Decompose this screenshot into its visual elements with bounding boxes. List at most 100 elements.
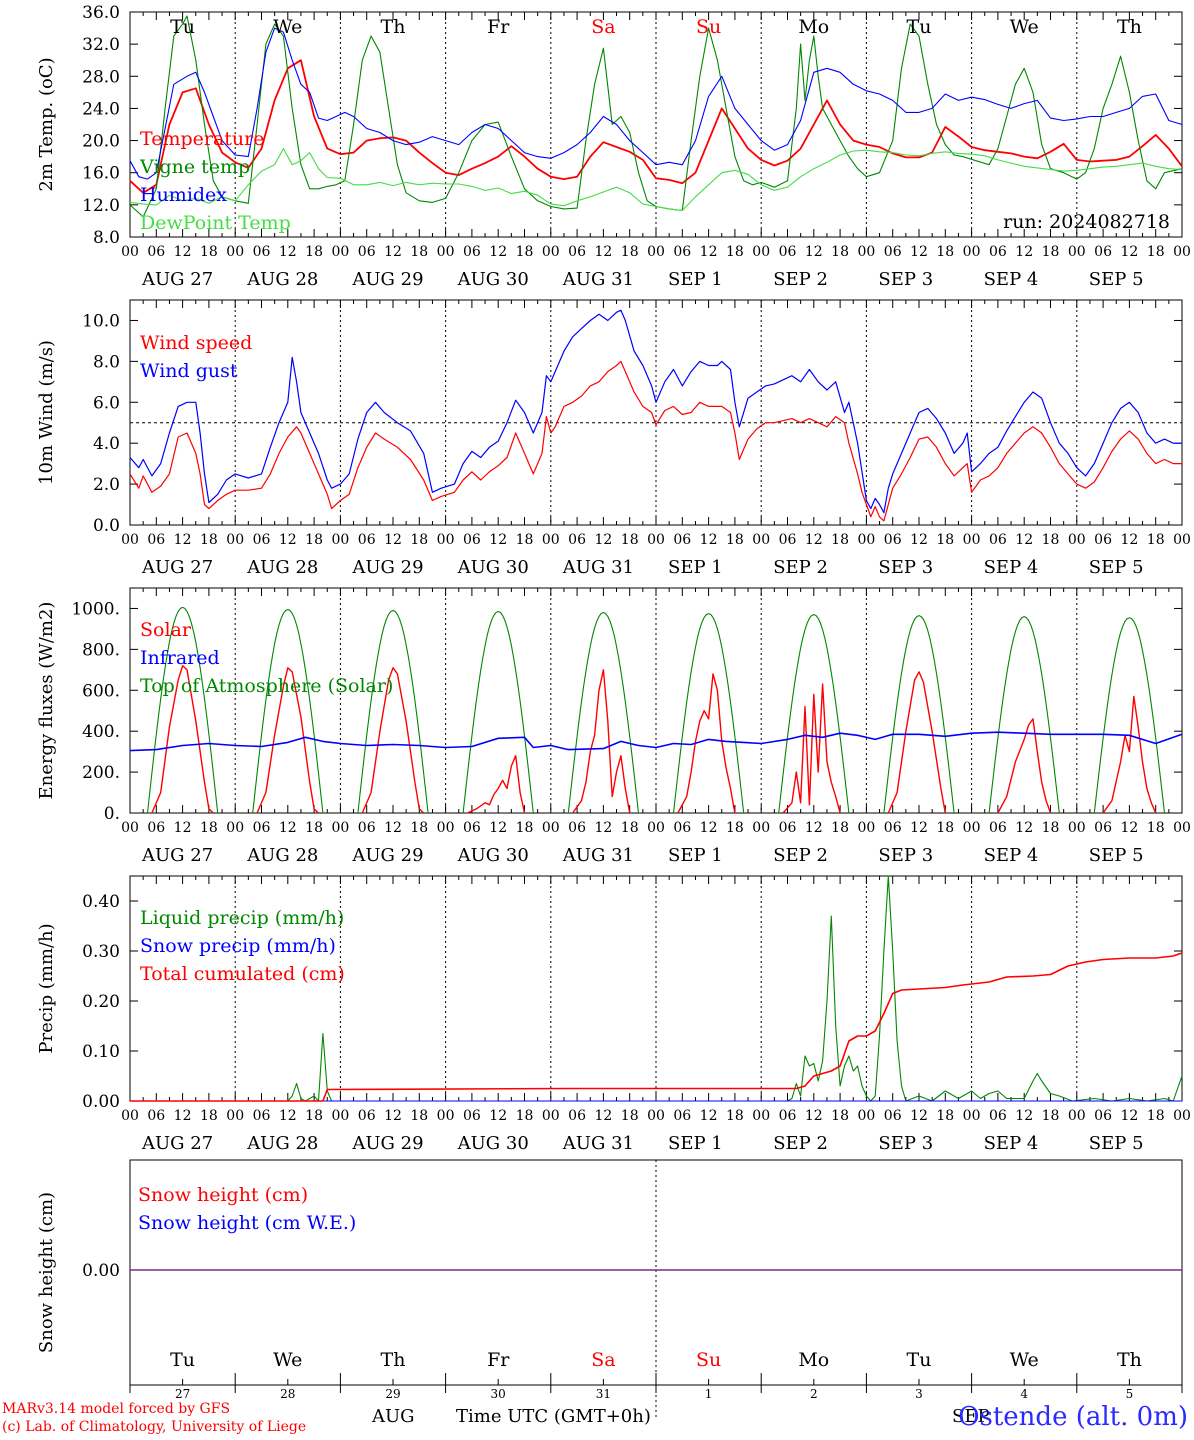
- hour-tick-label: 06: [779, 532, 797, 548]
- hour-tick-label: 18: [831, 1108, 849, 1124]
- legend-entry: Total cumulated (cm): [140, 963, 345, 985]
- y-tick-label: 36.0: [82, 3, 120, 23]
- date-label: AUG 28: [246, 1133, 318, 1154]
- model-credit: MARv3.14 model forced by GFS: [2, 1401, 231, 1417]
- hour-tick-label: 18: [305, 1108, 323, 1124]
- date-label: SEP 3: [878, 1133, 933, 1154]
- hour-tick-label: 06: [253, 244, 271, 260]
- hour-tick-label: 18: [410, 532, 428, 548]
- hour-tick-label: 00: [752, 532, 770, 548]
- y-axis-title: Precip (mm/h): [36, 923, 57, 1053]
- legend-entry: Snow height (cm W.E.): [138, 1212, 356, 1234]
- date-label: SEP 2: [773, 845, 828, 866]
- hour-tick-label: 12: [279, 820, 297, 836]
- hour-tick-label: 06: [779, 244, 797, 260]
- date-label: SEP 4: [984, 557, 1039, 578]
- legend-entry: Solar: [140, 619, 192, 641]
- hour-tick-label: 12: [384, 820, 402, 836]
- toa-solar-arch: [883, 615, 955, 814]
- hour-tick-label: 06: [568, 1108, 586, 1124]
- run-label: run: 2024082718: [1003, 211, 1170, 233]
- date-label: SEP 1: [668, 269, 723, 290]
- hour-tick-label: 06: [1094, 532, 1112, 548]
- date-label: AUG 27: [141, 269, 213, 290]
- day-name-label: Fr: [487, 1349, 510, 1371]
- y-tick-label: 0.30: [82, 942, 120, 962]
- legend-entry: Liquid precip (mm/h): [140, 907, 344, 929]
- hour-tick-label: 06: [989, 532, 1007, 548]
- y-tick-label: 200.: [82, 763, 120, 783]
- date-label: AUG 27: [141, 1133, 213, 1154]
- y-tick-label: 0.00: [82, 1092, 120, 1112]
- y-tick-label: 12.0: [82, 196, 120, 216]
- hour-tick-label: 12: [174, 820, 192, 836]
- date-label: AUG 30: [457, 1133, 529, 1154]
- hour-tick-label: 18: [1147, 244, 1165, 260]
- day-name-label: Th: [1117, 16, 1142, 38]
- hour-tick-label: 00: [752, 1108, 770, 1124]
- hour-tick-label: 12: [489, 820, 507, 836]
- day-number-label: 2: [810, 1387, 818, 1401]
- toa-solar-arch: [252, 608, 324, 814]
- hour-tick-label: 18: [936, 1108, 954, 1124]
- solar-line: [677, 673, 736, 814]
- series-line: [129, 148, 1183, 212]
- hour-tick-label: 12: [174, 244, 192, 260]
- hour-tick-label: 06: [884, 244, 902, 260]
- hour-tick-label: 00: [752, 820, 770, 836]
- hour-tick-label: 00: [1173, 244, 1191, 260]
- legend-entry: Wind speed: [140, 332, 252, 354]
- hour-tick-label: 12: [805, 1108, 823, 1124]
- hour-tick-label: 12: [1015, 244, 1033, 260]
- hour-tick-label: 06: [463, 1108, 481, 1124]
- hour-tick-label: 12: [700, 1108, 718, 1124]
- hour-tick-label: 06: [358, 532, 376, 548]
- date-label: SEP 1: [668, 1133, 723, 1154]
- hour-tick-label: 06: [147, 532, 165, 548]
- toa-solar-arch: [1093, 617, 1166, 814]
- hour-tick-label: 12: [1120, 244, 1138, 260]
- hour-tick-label: 18: [1147, 532, 1165, 548]
- hour-tick-label: 18: [305, 820, 323, 836]
- hour-tick-label: 12: [279, 532, 297, 548]
- day-number-label: 28: [280, 1387, 295, 1401]
- solar-line: [782, 683, 841, 814]
- y-tick-label: 10.0: [82, 311, 120, 331]
- hour-tick-label: 18: [726, 820, 744, 836]
- date-label: AUG 28: [246, 557, 318, 578]
- hour-tick-label: 00: [226, 1108, 244, 1124]
- hour-tick-label: 12: [1015, 820, 1033, 836]
- hour-tick-label: 12: [910, 244, 928, 260]
- hour-tick-label: 12: [910, 532, 928, 548]
- date-label: AUG 27: [141, 845, 213, 866]
- y-tick-label: 8.0: [93, 228, 120, 248]
- solar-line: [467, 755, 526, 814]
- hour-tick-label: 00: [121, 244, 139, 260]
- hour-tick-label: 00: [857, 820, 875, 836]
- hour-tick-label: 00: [1173, 820, 1191, 836]
- hour-tick-label: 00: [331, 1108, 349, 1124]
- solar-line: [1102, 695, 1157, 814]
- y-tick-label: 32.0: [82, 35, 120, 55]
- solar-line: [361, 667, 425, 814]
- day-number-label: 5: [1126, 1387, 1134, 1401]
- day-name-label: Tu: [170, 1349, 195, 1371]
- hour-tick-label: 00: [437, 532, 455, 548]
- hour-tick-label: 18: [726, 244, 744, 260]
- hour-tick-label: 06: [463, 244, 481, 260]
- day-number-label: 3: [915, 1387, 923, 1401]
- hour-tick-label: 00: [647, 1108, 665, 1124]
- hour-tick-label: 18: [516, 244, 534, 260]
- hour-tick-label: 00: [121, 532, 139, 548]
- date-label: AUG 29: [351, 845, 423, 866]
- hour-tick-label: 18: [936, 820, 954, 836]
- hour-tick-label: 12: [700, 532, 718, 548]
- hour-tick-label: 18: [1042, 244, 1060, 260]
- legend-entry: Temperature: [140, 128, 264, 150]
- hour-tick-label: 00: [857, 244, 875, 260]
- hour-tick-label: 18: [726, 532, 744, 548]
- hour-tick-label: 00: [647, 244, 665, 260]
- date-label: SEP 3: [878, 269, 933, 290]
- hour-tick-label: 06: [253, 820, 271, 836]
